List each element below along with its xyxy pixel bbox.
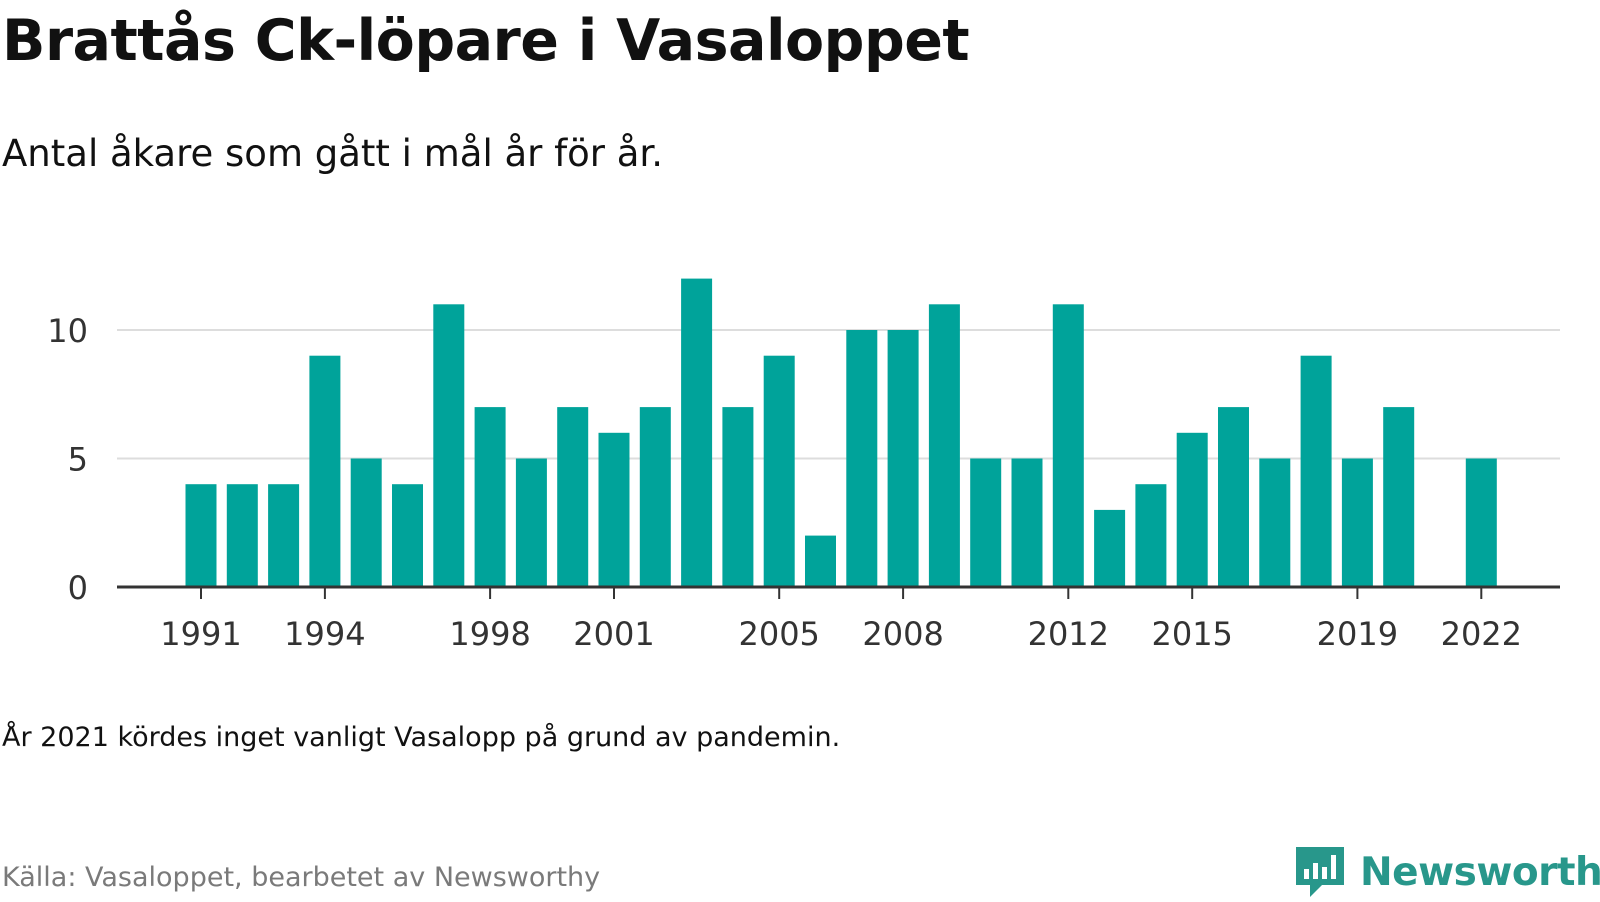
source-text: Källa: Vasaloppet, bearbetet av Newswort… [2, 862, 601, 893]
bar-2020 [1383, 407, 1415, 587]
bar-1994 [309, 355, 341, 587]
bar-1992 [226, 484, 258, 587]
bar-2018 [1300, 355, 1332, 587]
x-tick-label: 2015 [1151, 615, 1232, 653]
bar-2002 [639, 407, 671, 587]
bar-2006 [805, 535, 836, 587]
bar-1997 [433, 304, 465, 587]
bar-2008 [887, 330, 919, 587]
bar-2015 [1176, 432, 1208, 587]
chart-title: Brattås Ck-löpare i Vasaloppet [2, 8, 970, 74]
x-tick-label: 2022 [1441, 615, 1522, 653]
chart-subtitle: Antal åkare som gått i mål år för år. [2, 132, 664, 175]
brand-name: Newsworthy [1360, 849, 1600, 895]
bar-2012 [1052, 304, 1084, 587]
bar-2009 [928, 304, 960, 587]
y-tick-label: 5 [68, 441, 88, 479]
bar-2014 [1135, 484, 1167, 587]
bar-1991 [185, 484, 217, 587]
x-tick-label: 1991 [160, 615, 241, 653]
bar-2019 [1341, 458, 1373, 587]
x-tick-label: 2019 [1317, 615, 1398, 653]
bar-2016 [1218, 407, 1249, 587]
x-tick-label: 2001 [573, 615, 654, 653]
x-tick-label: 1994 [284, 615, 365, 653]
bar-2005 [763, 355, 795, 587]
bar-2001 [598, 432, 630, 587]
bar-2017 [1259, 458, 1291, 587]
x-tick-label: 2012 [1028, 615, 1109, 653]
y-tick-label: 0 [68, 569, 88, 607]
x-tick-label: 2008 [862, 615, 943, 653]
newsworthy-logo: Newsworthy [1292, 842, 1600, 902]
bar-1993 [268, 484, 300, 587]
chart-note: År 2021 kördes inget vanligt Vasalopp på… [2, 722, 841, 753]
bar-chart: 0 5 10 1991 1994 1998 2001 2005 2008 2012 2015 2019… [47, 278, 1560, 653]
bar-1999 [515, 458, 547, 587]
bar-2004 [722, 407, 754, 587]
bar-2013 [1094, 509, 1126, 587]
bar-2000 [557, 407, 589, 587]
x-tick-label: 1998 [449, 615, 530, 653]
bar-2003 [681, 278, 713, 587]
bar-2022 [1465, 458, 1497, 587]
y-tick-label: 10 [47, 312, 88, 350]
x-tick-label: 2005 [738, 615, 819, 653]
bar-1998 [474, 407, 506, 587]
bar-chart-speech-bubble-icon [1292, 843, 1348, 901]
bar-2007 [846, 330, 878, 587]
bar-2010 [970, 458, 1002, 587]
bar-2011 [1011, 458, 1043, 587]
bar-1995 [350, 458, 382, 587]
bar-1996 [392, 484, 423, 587]
